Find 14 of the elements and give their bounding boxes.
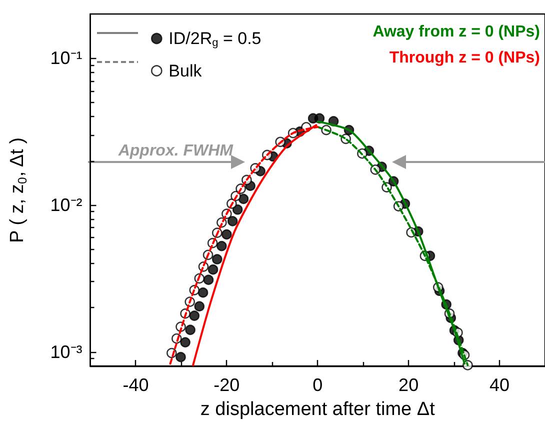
- legend-label: Bulk: [168, 61, 202, 80]
- x-tick-label: -40: [122, 375, 149, 395]
- y-tick-label: 10⁻¹: [50, 48, 82, 68]
- x-tick-label: -20: [214, 375, 240, 395]
- annotation: Approx. FWHM: [117, 142, 234, 160]
- x-axis-title: z displacement after time Δt: [200, 399, 436, 420]
- y-axis-title: P ( z, z0, Δt ): [7, 137, 30, 243]
- text: Away from z = 0 (NPs): [372, 24, 540, 40]
- y-tick-label: 10⁻³: [50, 342, 82, 362]
- x-tick-label: 0: [312, 375, 323, 395]
- x-tick-label: 20: [398, 375, 419, 395]
- x-tick-label: 40: [490, 375, 510, 395]
- y-tick-label: 10⁻²: [50, 194, 82, 215]
- text: Through z = 0 (NPs): [389, 50, 540, 66]
